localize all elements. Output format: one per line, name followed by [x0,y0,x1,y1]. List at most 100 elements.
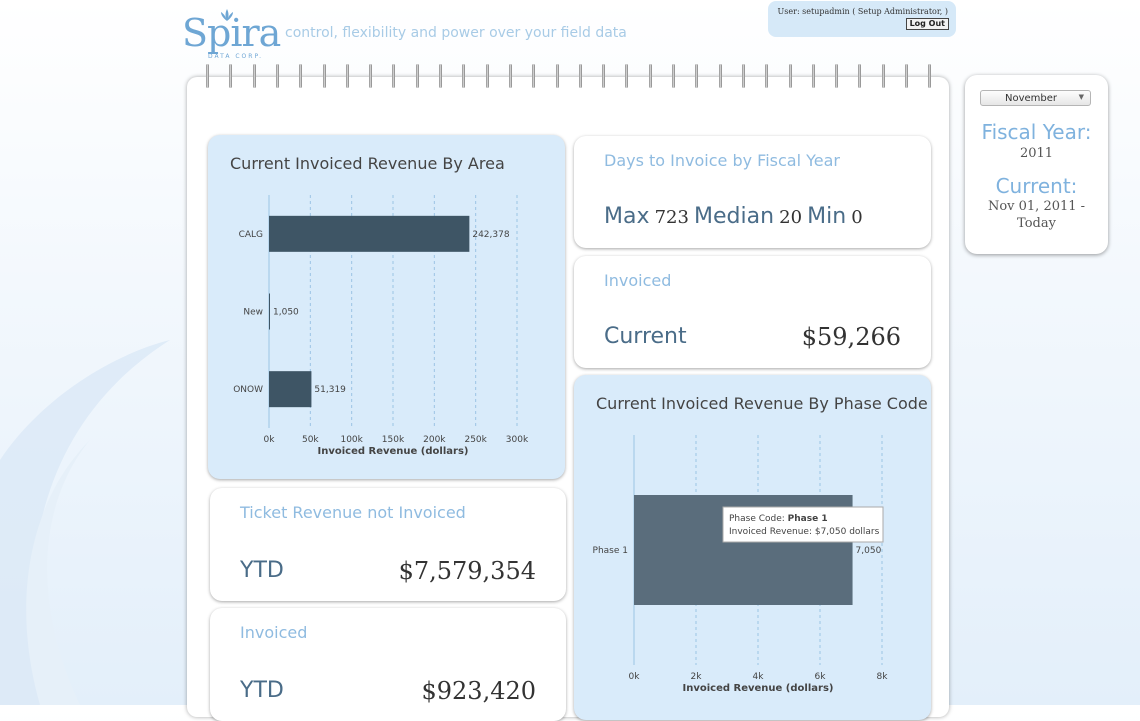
tooltip-line1: Phase Code: Phase 1 [729,514,828,524]
phase-chart-title: Current Invoiced Revenue By Phase Code [596,394,928,413]
days-to-invoice-card: Days to Invoice by Fiscal Year Max 723 M… [574,136,931,248]
spiral-ring [788,64,792,88]
x-tick-label: 0k [264,435,276,445]
invoiced-ytd-title: Invoiced [240,623,308,642]
spiral-ring [508,64,512,88]
x-tick-label: 150k [382,435,405,445]
category-label: Phase 1 [593,546,628,556]
spiral-ring [858,64,862,88]
spiral-ring [439,64,442,88]
ticket-revenue-value: $7,579,354 [398,557,536,585]
spiral-ring [322,64,326,88]
fiscal-period-panel: November ▼ Fiscal Year: 2011 Current: No… [965,75,1108,254]
logo-word: Spira [182,11,281,55]
spiral-ring [905,64,908,88]
x-tick-label: 100k [340,435,363,445]
spiral-ring [345,64,349,88]
x-tick-label: 4k [753,672,765,682]
x-tick-label: 300k [506,435,529,445]
value-label: 7,050 [856,546,882,556]
invoiced-current-title: Invoiced [604,271,672,290]
spiral-ring [555,64,559,88]
days-to-invoice-stats: Max 723 Median 20 Min 0 [604,204,863,229]
current-value-line1: Nov 01, 2011 - [987,199,1086,214]
min-value: 0 [851,207,863,228]
tooltip-line2: Invoiced Revenue: $7,050 dollars [729,527,880,537]
spiral-ring [741,64,745,88]
ticket-revenue-card: Ticket Revenue not Invoiced YTD $7,579,3… [210,488,566,601]
month-select-value: November [1005,93,1058,104]
x-axis-title: Invoiced Revenue (dollars) [318,446,469,457]
spiral-ring [229,64,233,88]
user-info: User: setupadmin ( Setup Administrator, … [777,7,948,16]
background-swoosh [0,340,170,705]
spiral-ring [811,64,815,88]
median-value: 20 [779,207,803,228]
x-tick-label: 200k [423,435,446,445]
category-label: New [243,308,263,318]
max-label: Max [604,204,650,229]
area-chart-title: Current Invoiced Revenue By Area [230,154,505,173]
max-value: 723 [654,207,689,228]
chevron-down-icon: ▼ [1078,93,1084,101]
spiral-ring [369,64,373,88]
spiral-ring [578,64,582,88]
user-box: User: setupadmin ( Setup Administrator, … [768,1,956,37]
current-value-line2: Today [1017,216,1056,231]
current-label: Current: [995,174,1078,198]
value-label: 242,378 [472,230,509,240]
spiral-ring [392,64,396,88]
spiral-ring [835,64,839,88]
spiral-ring [602,64,606,88]
invoiced-current-card: Invoiced Current $59,266 [574,256,931,368]
x-tick-label: 6k [815,672,827,682]
logout-button[interactable]: Log Out [905,18,949,30]
ticket-revenue-title: Ticket Revenue not Invoiced [240,503,466,522]
bar [269,371,312,408]
invoiced-ytd-card: Invoiced YTD $923,420 [210,608,566,721]
fiscal-year-label: Fiscal Year: [981,120,1092,144]
month-select[interactable]: November ▼ [980,90,1091,106]
ticket-revenue-label: YTD [240,558,284,583]
area-revenue-chart: 0k 50k 100k 150k 200k 250k 300k CALG 242,378 New 1… [233,195,529,457]
tagline: control, flexibility and power over your… [285,25,627,41]
bar [269,215,470,252]
spiral-ring [648,64,652,88]
logo-subtext: DATA CORP. [208,53,264,60]
spiral-ring [275,64,279,88]
area-revenue-card: Current Invoiced Revenue By Area 0k 50k 10… [208,135,565,479]
invoiced-ytd-label: YTD [240,678,284,703]
spiral-ring [928,64,932,88]
spiral-ring [206,64,209,88]
tooltip-phase-value: Phase 1 [788,514,828,524]
days-to-invoice-title: Days to Invoice by Fiscal Year [604,151,840,170]
spiral-ring [765,64,769,88]
min-label: Min [807,204,847,229]
median-label: Median [694,204,775,229]
spiral-ring [485,64,489,88]
invoiced-current-value: $59,266 [801,323,901,351]
phase-revenue-card: Current Invoiced Revenue By Phase Code 0… [574,375,931,720]
spiral-ring [415,64,419,88]
spiral-ring [532,64,536,88]
company-logo[interactable]: Spira DATA CORP. [182,9,281,60]
spiral-ring [462,64,466,88]
x-tick-label: 2k [691,672,703,682]
spiral-ring [718,64,722,88]
x-tick-label: 8k [877,672,889,682]
tooltip-prefix: Phase Code: [729,514,788,524]
x-tick-label: 0k [629,672,641,682]
category-label: ONOW [233,385,263,395]
spiral-ring [299,64,303,88]
value-label: 1,050 [273,308,299,318]
bar [269,293,270,330]
spiral-binding [200,64,940,90]
spiral-ring [672,64,675,88]
spiral-ring [252,64,256,88]
category-label: CALG [239,230,263,240]
invoiced-ytd-value: $923,420 [421,677,536,705]
x-tick-label: 250k [464,435,487,445]
fiscal-year-value: 2011 [1019,146,1054,161]
invoiced-current-label: Current [604,324,687,349]
spiral-ring [695,64,699,88]
